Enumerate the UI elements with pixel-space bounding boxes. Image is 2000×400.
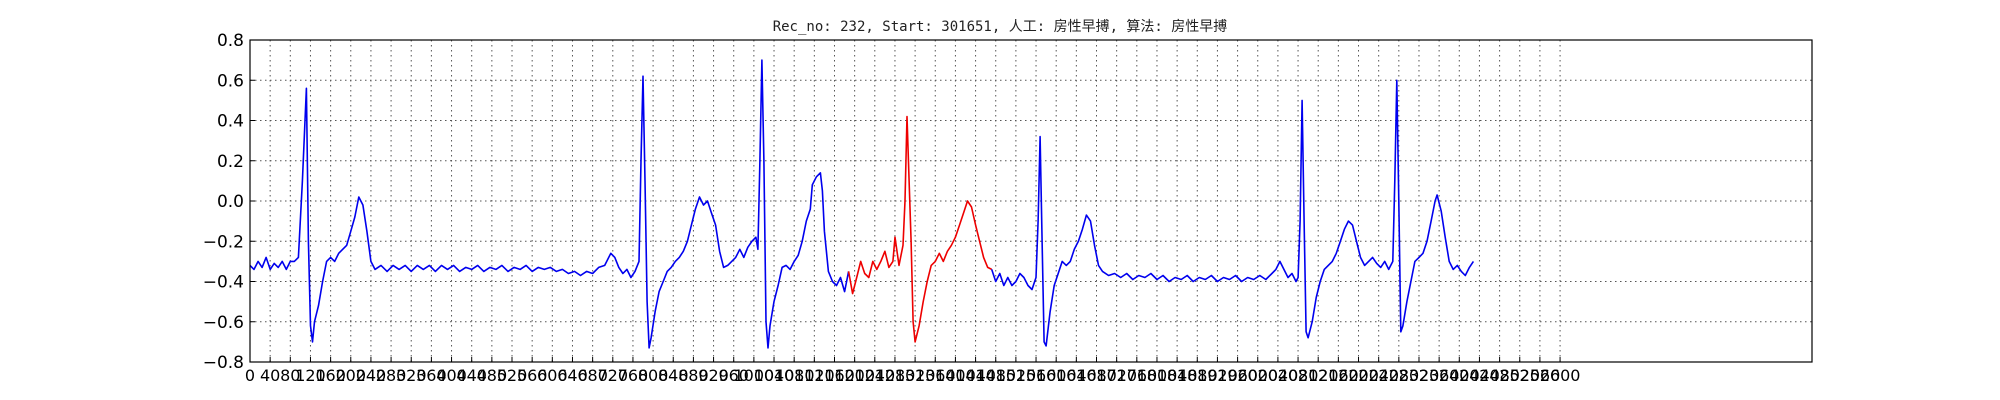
x-tick-label: 2040 [1258, 366, 1299, 385]
x-tick-label: 1120 [794, 366, 835, 385]
x-tick-label: 1760 [1116, 366, 1157, 385]
x-tick-label: 640 [557, 366, 588, 385]
y-tick-label: −0.6 [203, 313, 244, 333]
y-tick-label: −0.2 [203, 232, 244, 252]
x-tick-label: 400 [436, 366, 467, 385]
x-tick-label: 1720 [1096, 366, 1137, 385]
x-axis: 0 40 8012016020024028032036040044048052056… [245, 357, 1581, 385]
x-tick-label: 2560 [1520, 366, 1561, 385]
x-tick-label: 1440 [955, 366, 996, 385]
y-tick-label: 0.4 [217, 112, 244, 132]
x-tick-label: 1840 [1157, 366, 1198, 385]
x-tick-label: 2080 [1278, 366, 1319, 385]
x-tick-label: 1320 [895, 366, 936, 385]
x-tick-label: 1800 [1137, 366, 1178, 385]
plot-series [249, 59, 1475, 349]
x-tick-label: 2400 [1439, 366, 1480, 385]
x-tick-label: 1280 [875, 366, 916, 385]
x-tick-label: 2280 [1378, 366, 1419, 385]
x-tick-label: 2000 [1237, 366, 1278, 385]
x-tick-label: 1360 [915, 366, 956, 385]
x-tick-label: 1040 [754, 366, 795, 385]
x-tick-label: 1480 [975, 366, 1016, 385]
x-tick-label: 720 [598, 366, 629, 385]
x-tick-label: 2160 [1318, 366, 1359, 385]
x-tick-label: 2600 [1540, 366, 1581, 385]
y-tick-label: −0.4 [203, 273, 244, 293]
x-tick-label: 1920 [1197, 366, 1238, 385]
x-tick-label: 200 [336, 366, 367, 385]
x-tick-label: 1600 [1036, 366, 1077, 385]
x-tick-label: 1160 [814, 366, 855, 385]
chart-title: Rec_no: 232, Start: 301651, 人工: 房性早搏, 算法… [773, 18, 1228, 35]
grid [249, 39, 1812, 363]
x-tick-label: 1560 [1016, 366, 1057, 385]
x-tick-label: 880 [678, 366, 709, 385]
y-tick-label: −0.8 [203, 353, 244, 373]
x-tick-label: 1640 [1056, 366, 1097, 385]
x-tick-label: 920 [698, 366, 729, 385]
x-tick-label: 1960 [1217, 366, 1258, 385]
x-tick-label: 760 [618, 366, 649, 385]
x-tick-label: 2240 [1358, 366, 1399, 385]
y-tick-label: 0.8 [217, 31, 244, 51]
x-tick-label: 960 [718, 366, 749, 385]
y-tick-label: 0.0 [217, 192, 244, 212]
series-line-2 [847, 115, 993, 343]
x-tick-label: 1520 [996, 366, 1037, 385]
x-tick-label: 440 [456, 366, 487, 385]
x-tick-label: 800 [638, 366, 669, 385]
x-tick-label: 2360 [1419, 366, 1460, 385]
x-tick-label: 2200 [1338, 366, 1379, 385]
y-axis: 0.8 0.6 0.4 0.2 0.0 −0.2 −0.4 −0.6 −0.8 [203, 31, 255, 373]
x-tick-label: 2120 [1298, 366, 1339, 385]
x-tick-label: 2520 [1499, 366, 1540, 385]
x-tick-label: 160 [315, 366, 346, 385]
x-tick-label: 1400 [935, 366, 976, 385]
x-tick-label: 680 [577, 366, 608, 385]
series-line-1 [249, 59, 850, 349]
x-tick-label: 480 [477, 366, 508, 385]
y-tick-label: 0.6 [217, 71, 244, 91]
x-tick-label: 120 [295, 366, 326, 385]
x-tick-label: 80 [280, 366, 300, 385]
x-tick-label: 320 [396, 366, 427, 385]
x-tick-label: 1680 [1076, 366, 1117, 385]
x-tick-label: 600 [537, 366, 568, 385]
x-tick-label: 240 [356, 366, 387, 385]
x-tick-label: 40 [260, 366, 280, 385]
x-tick-label: 840 [658, 366, 689, 385]
x-tick-label: 0 [245, 366, 255, 385]
x-tick-label: 1880 [1177, 366, 1218, 385]
x-tick-label: 2480 [1479, 366, 1520, 385]
x-tick-label: 520 [497, 366, 528, 385]
x-tick-label: 2320 [1399, 366, 1440, 385]
x-tick-label: 1000 [734, 366, 775, 385]
x-tick-label: 1240 [854, 366, 895, 385]
x-tick-label: 560 [517, 366, 548, 385]
x-tick-label: 1080 [774, 366, 815, 385]
series-line-3 [990, 79, 1475, 347]
y-tick-label: 0.2 [217, 152, 244, 172]
x-tick-label: 1200 [834, 366, 875, 385]
x-tick-label: 280 [376, 366, 407, 385]
x-tick-label: 360 [416, 366, 447, 385]
x-tick-label: 2440 [1459, 366, 1500, 385]
